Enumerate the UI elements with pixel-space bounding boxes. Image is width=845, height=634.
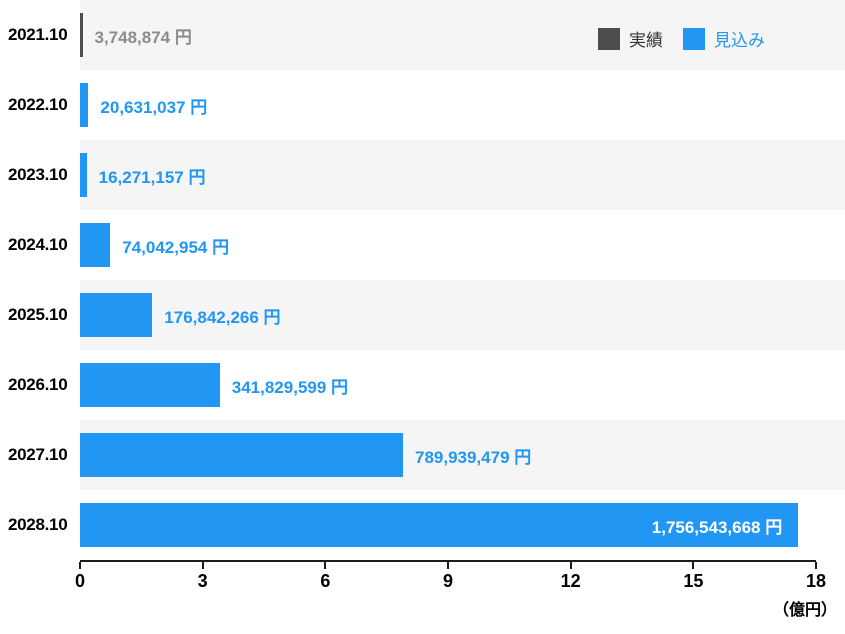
legend-item-actual: 実績 — [598, 26, 663, 51]
axis-tick-mark — [569, 562, 572, 569]
bar — [80, 83, 89, 127]
category-label: 2025.10 — [8, 305, 68, 324]
bar-track: 341,829,599 円 — [80, 350, 845, 420]
axis-tick-mark — [447, 562, 449, 569]
bar — [80, 13, 83, 57]
value-label: 16,271,157 円 — [98, 167, 206, 187]
category-label: 2021.10 — [8, 25, 68, 44]
bar-track: 16,271,157 円 — [80, 140, 845, 210]
bar — [80, 153, 87, 197]
bar-chart: 2021.10 3,748,874 円 2022.10 20,631,037 円 202… — [0, 0, 845, 560]
category-label: 2022.10 — [8, 95, 68, 114]
category-label: 2024.10 — [8, 235, 68, 254]
bar-track: 3,748,874 円 — [80, 0, 845, 70]
value-label: 3,748,874 円 — [94, 27, 192, 47]
axis-tick-label: 9 — [442, 571, 454, 591]
value-label: 1,756,543,668 円 — [651, 517, 783, 537]
chart-row: 2023.10 16,271,157 円 — [0, 140, 845, 210]
chart-row: 2027.10 789,939,479 円 — [0, 420, 845, 490]
x-axis: 0 3 6 9 12 15 18 — [75, 560, 826, 591]
axis-unit-label: （億円） — [772, 602, 837, 619]
bar-track: 74,042,954 円 — [80, 210, 845, 280]
legend-item-forecast: 見込み — [683, 26, 765, 51]
category-label: 2027.10 — [8, 445, 68, 464]
value-label: 789,939,479 円 — [414, 447, 532, 467]
legend-label-forecast: 見込み — [714, 31, 765, 50]
bar-track: 20,631,037 円 — [80, 70, 845, 140]
axis-tick-label: 12 — [560, 571, 581, 591]
bar — [80, 293, 153, 337]
axis-tick-mark — [201, 562, 204, 569]
chart-row: 2022.10 20,631,037 円 — [0, 70, 845, 140]
bar — [80, 223, 111, 267]
axis-tick-mark — [79, 562, 81, 569]
value-label: 176,842,266 円 — [164, 307, 281, 327]
category-label: 2028.10 — [8, 515, 68, 534]
legend-swatch-forecast — [683, 27, 705, 50]
bar-track: 176,842,266 円 — [80, 280, 845, 350]
axis-tick-label: 3 — [197, 571, 208, 591]
chart-row: 2024.10 74,042,954 円 — [0, 210, 845, 280]
chart-row: 2026.10 341,829,599 円 — [0, 350, 845, 420]
bar — [80, 433, 403, 477]
bar — [80, 363, 220, 407]
chart-row: 2025.10 176,842,266 円 — [0, 280, 845, 350]
bar-track: 1,756,543,668 円 — [80, 490, 845, 560]
chart-row: 2021.10 3,748,874 円 — [0, 0, 845, 70]
category-label: 2026.10 — [8, 375, 68, 394]
axis-tick-label: 18 — [805, 571, 827, 591]
legend: 実績 見込み — [598, 26, 765, 51]
axis-tick-mark — [324, 562, 327, 569]
chart-row: 2028.10 1,756,543,668 円 — [0, 490, 845, 560]
value-label: 20,631,037 円 — [100, 97, 208, 117]
legend-swatch-actual — [598, 27, 620, 50]
axis-tick-label: 6 — [320, 571, 331, 591]
category-label: 2023.10 — [8, 165, 68, 184]
bar: 1,756,543,668 円 — [80, 503, 799, 547]
axis-tick-mark — [815, 562, 817, 569]
axis-tick-label: 0 — [74, 571, 86, 591]
axis-tick-mark — [692, 562, 695, 569]
bar-track: 789,939,479 円 — [80, 420, 845, 490]
value-label: 74,042,954 円 — [122, 237, 230, 257]
axis-tick-label: 15 — [683, 571, 704, 591]
legend-label-actual: 実績 — [629, 31, 663, 50]
value-label: 341,829,599 円 — [231, 377, 349, 397]
